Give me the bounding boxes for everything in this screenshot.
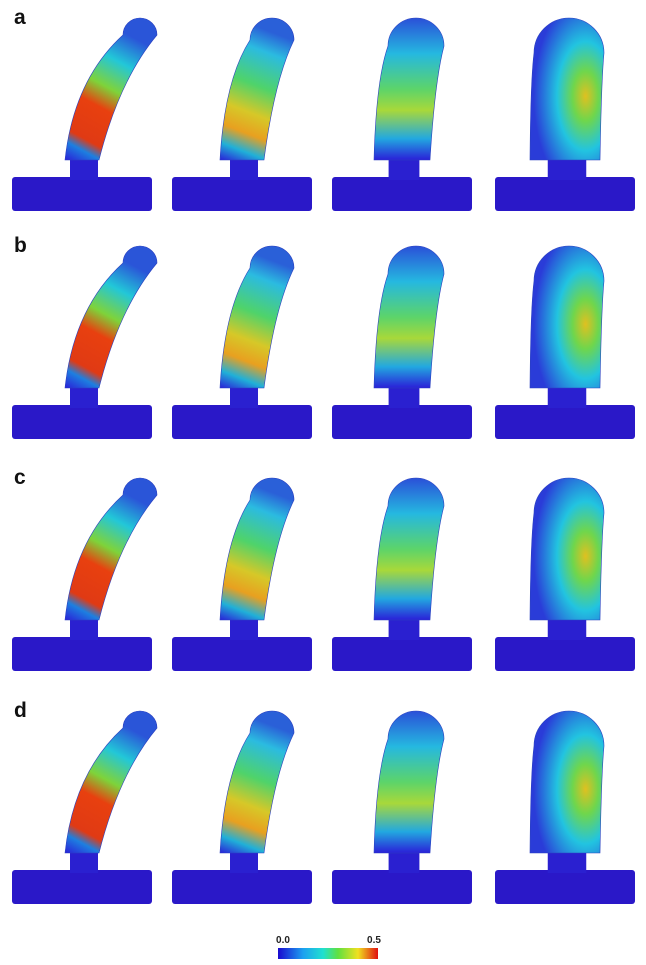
deformed-column [220,478,294,620]
base-block [332,177,472,211]
panel-grid: a b c d [12,6,635,904]
base-block [495,405,635,439]
deformed-column [65,246,157,388]
row-label: a [14,6,26,29]
base-block [172,405,312,439]
base-block [495,177,635,211]
deformed-column [530,246,604,388]
deformed-column [374,246,444,388]
deformed-column [65,18,157,160]
row-label: b [14,234,27,257]
base-block [172,177,312,211]
deformed-column [530,478,604,620]
base-block [12,405,152,439]
deformed-column [530,711,604,853]
deformed-column [374,18,444,160]
colorbar [278,948,378,959]
deformed-column [374,478,444,620]
base-block [12,870,152,904]
row-label: c [14,466,26,489]
figure: a b c d 0.0 0.5 [0,0,646,965]
deformed-column [530,18,604,160]
base-block [172,637,312,671]
base-block [332,637,472,671]
deformed-column [220,246,294,388]
deformed-column [220,711,294,853]
deformed-column [65,711,157,853]
deformed-column [374,711,444,853]
base-block [332,405,472,439]
base-block [495,637,635,671]
deformed-column [220,18,294,160]
row-label: d [14,699,27,722]
base-block [332,870,472,904]
colorbar-min: 0.0 [276,935,290,946]
base-block [12,177,152,211]
base-block [172,870,312,904]
colorbar-max: 0.5 [367,935,381,946]
base-block [12,637,152,671]
deformed-column [65,478,157,620]
base-block [495,870,635,904]
